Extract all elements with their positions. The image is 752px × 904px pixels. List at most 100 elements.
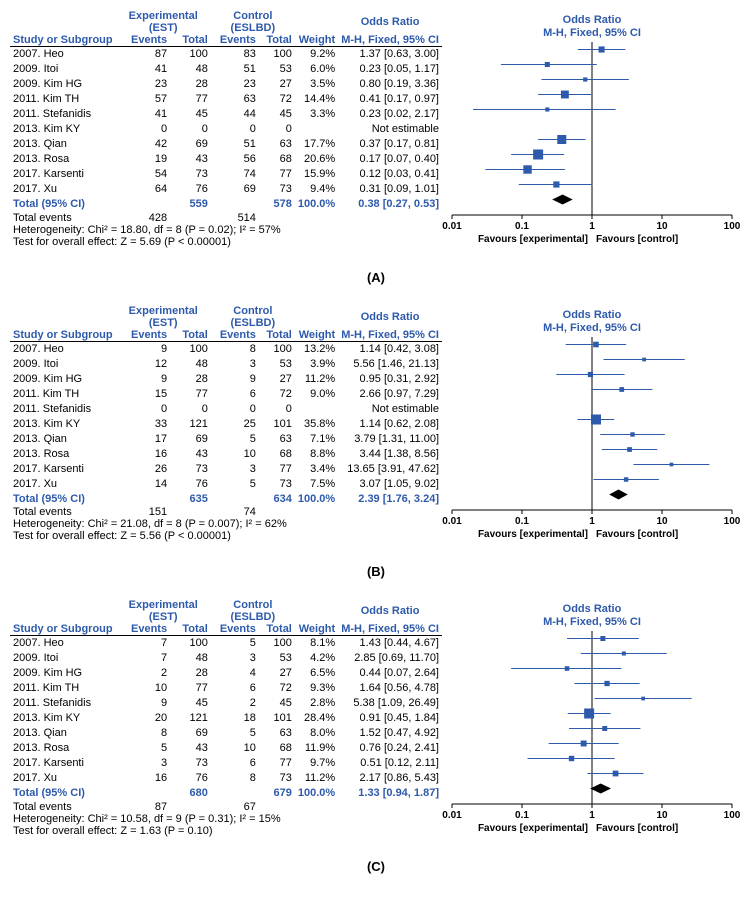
study-label: 2013. Kim KY — [10, 122, 116, 137]
study-label: 2007. Heo — [10, 636, 116, 651]
weight: 17.7% — [295, 137, 338, 152]
ctrl-events: 51 — [211, 62, 259, 77]
svg-text:0.1: 0.1 — [515, 810, 529, 821]
effect-disp: Not estimable — [338, 401, 442, 416]
forest-plot-panel: Experimental (EST) Control (ESLBD) Odds … — [10, 599, 742, 874]
exp-events: 0 — [116, 122, 170, 137]
study-label: 2011. Kim TH — [10, 386, 116, 401]
svg-text:1: 1 — [589, 516, 595, 527]
weight: 6.5% — [295, 666, 338, 681]
ctrl-total: 0 — [259, 122, 295, 137]
exp-total: 77 — [170, 386, 211, 401]
svg-text:10: 10 — [656, 810, 668, 821]
study-label: 2017. Xu — [10, 476, 116, 491]
exp-events: 54 — [116, 167, 170, 182]
svg-text:1: 1 — [589, 810, 595, 821]
ctrl-events: 5 — [211, 431, 259, 446]
exp-events: 10 — [116, 681, 170, 696]
effect-disp: 3.79 [1.31, 11.00] — [338, 431, 442, 446]
effect-disp: 0.31 [0.09, 1.01] — [338, 182, 442, 197]
ctrl-total: 77 — [259, 167, 295, 182]
forest-plot-panel: Experimental (EST) Control (ESLBD) Odds … — [10, 305, 742, 580]
ctrl-events: 8 — [211, 771, 259, 786]
weight: 6.0% — [295, 62, 338, 77]
effect-label: Odds Ratio — [338, 10, 442, 34]
ctrl-total: 68 — [259, 152, 295, 167]
ctrl-total: 27 — [259, 77, 295, 92]
exp-events: 8 — [116, 726, 170, 741]
effect-sub-header: M-H, Fixed, 95% CI — [338, 34, 442, 47]
ctrl-total: 27 — [259, 371, 295, 386]
ctrl-events: 63 — [211, 92, 259, 107]
exp-events: 9 — [116, 371, 170, 386]
ctrl-total: 0 — [259, 401, 295, 416]
ctrl-events: 44 — [211, 107, 259, 122]
exp-events: 17 — [116, 431, 170, 446]
panel-label: (A) — [10, 270, 742, 285]
svg-text:0.01: 0.01 — [442, 516, 462, 527]
exp-events-header: Events — [116, 34, 170, 47]
exp-total: 43 — [170, 741, 211, 756]
total-label: Total (95% CI) — [10, 786, 116, 801]
ctrl-events: 51 — [211, 137, 259, 152]
weight: 11.2% — [295, 771, 338, 786]
exp-events: 19 — [116, 152, 170, 167]
study-label: 2013. Kim KY — [10, 416, 116, 431]
exp-events: 16 — [116, 446, 170, 461]
panel-label: (C) — [10, 859, 742, 874]
ctrl-events-header: Events — [211, 34, 259, 47]
ctrl-total: 72 — [259, 386, 295, 401]
ctrl-events: 10 — [211, 446, 259, 461]
svg-text:Favours [control]: Favours [control] — [596, 529, 678, 540]
weight: 3.4% — [295, 461, 338, 476]
panel-label: (B) — [10, 564, 742, 579]
exp-events: 23 — [116, 77, 170, 92]
ctrl-total: 73 — [259, 182, 295, 197]
effect-disp: 0.23 [0.02, 2.17] — [338, 107, 442, 122]
ctrl-events: 18 — [211, 711, 259, 726]
exp-events: 87 — [116, 47, 170, 62]
effect-disp: 1.43 [0.44, 4.67] — [338, 636, 442, 651]
exp-events: 7 — [116, 636, 170, 651]
ctrl-total: 53 — [259, 651, 295, 666]
effect-label: Odds Ratio — [338, 599, 442, 623]
effect-disp: 1.14 [0.62, 2.08] — [338, 416, 442, 431]
exp-total: 100 — [170, 341, 211, 356]
svg-text:Favours [experimental]: Favours [experimental] — [478, 823, 588, 834]
exp-total: 73 — [170, 756, 211, 771]
ctrl-events: 69 — [211, 182, 259, 197]
study-label: 2007. Heo — [10, 47, 116, 62]
study-label: 2011. Stefanidis — [10, 107, 116, 122]
ctrl-events: 9 — [211, 371, 259, 386]
exp-total-header: Total — [170, 623, 211, 636]
study-label: 2013. Rosa — [10, 446, 116, 461]
total-ctrl: 634 — [259, 491, 295, 506]
ctrl-events: 23 — [211, 77, 259, 92]
exp-total: 73 — [170, 167, 211, 182]
ctrl-total: 101 — [259, 711, 295, 726]
ctrl-total: 73 — [259, 771, 295, 786]
exp-events: 26 — [116, 461, 170, 476]
svg-text:0.1: 0.1 — [515, 516, 529, 527]
exp-events-header: Events — [116, 623, 170, 636]
study-header: Study or Subgroup — [10, 623, 116, 636]
exp-total: 77 — [170, 681, 211, 696]
ctrl-events: 3 — [211, 461, 259, 476]
weight: 9.4% — [295, 182, 338, 197]
svg-text:10: 10 — [656, 516, 668, 527]
weight — [295, 401, 338, 416]
effect-disp: 0.23 [0.05, 1.17] — [338, 62, 442, 77]
exp-total: 28 — [170, 371, 211, 386]
total-events-ctrl: 74 — [211, 506, 259, 518]
svg-text:M-H, Fixed, 95% CI: M-H, Fixed, 95% CI — [543, 322, 641, 334]
total-exp: 635 — [170, 491, 211, 506]
ctrl-total: 63 — [259, 431, 295, 446]
total-effect: 0.38 [0.27, 0.53] — [338, 197, 442, 212]
exp-events: 42 — [116, 137, 170, 152]
ctrl-total: 72 — [259, 681, 295, 696]
total-ctrl: 578 — [259, 197, 295, 212]
ctrl-total: 100 — [259, 47, 295, 62]
weight-header: Weight — [295, 623, 338, 636]
effect-disp: 3.07 [1.05, 9.02] — [338, 476, 442, 491]
total-exp: 559 — [170, 197, 211, 212]
